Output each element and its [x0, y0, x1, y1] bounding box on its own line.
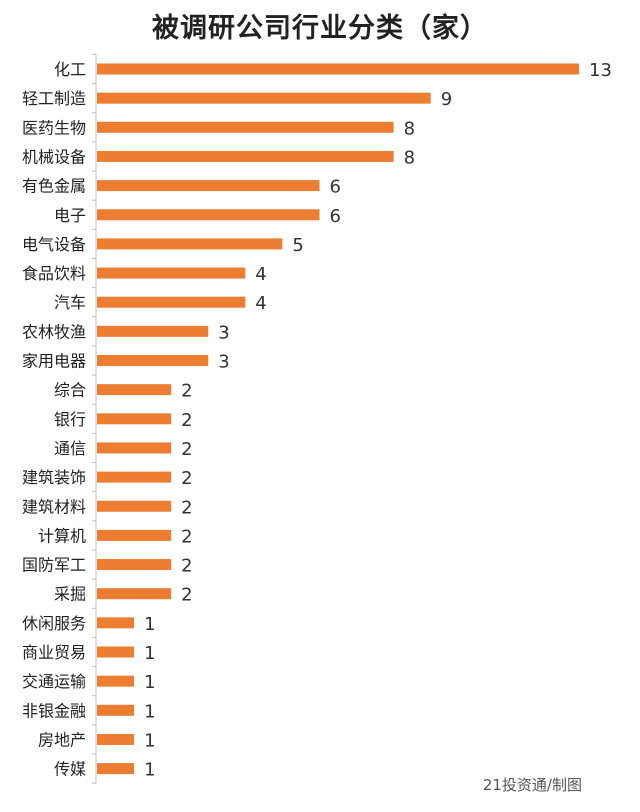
category-label: 计算机: [38, 526, 86, 545]
category-label: 化工: [54, 60, 86, 79]
category-label: 休闲服务: [22, 614, 86, 633]
category-label: 轻工制造: [22, 89, 86, 108]
category-label: 医药生物: [22, 118, 86, 137]
value-label: 8: [404, 147, 415, 168]
category-label: 电子: [54, 206, 86, 225]
value-label: 6: [329, 177, 340, 198]
bar: [97, 92, 431, 104]
value-label: 1: [144, 614, 155, 635]
bar: [97, 617, 135, 629]
bar: [97, 646, 135, 658]
bar: [97, 267, 246, 279]
bar: [97, 500, 172, 512]
value-label: 4: [255, 264, 266, 285]
value-label: 3: [218, 322, 229, 343]
value-label: 2: [181, 556, 192, 577]
category-label: 商业贸易: [22, 643, 86, 662]
category-label: 银行: [54, 410, 86, 429]
bar: [97, 413, 172, 425]
category-label: 建筑装饰: [22, 468, 86, 487]
bar: [97, 150, 394, 162]
bar: [97, 238, 283, 250]
value-label: 2: [181, 410, 192, 431]
bar: [97, 63, 579, 75]
bar: [97, 442, 172, 454]
bar: [97, 121, 394, 133]
bar: [97, 588, 172, 600]
category-label: 采掘: [54, 585, 86, 604]
value-label: 1: [144, 701, 155, 722]
bar: [97, 296, 246, 308]
value-label: 1: [144, 672, 155, 693]
value-label: 2: [181, 585, 192, 606]
bar: [97, 704, 135, 716]
category-label: 房地产: [38, 730, 86, 749]
category-label: 传媒: [54, 760, 86, 779]
value-label: 2: [181, 497, 192, 518]
category-label: 通信: [54, 439, 86, 458]
value-label: 6: [329, 206, 340, 227]
category-label: 电气设备: [22, 235, 86, 254]
credit-label: 21投资通/制图: [482, 776, 582, 794]
bar: [97, 209, 320, 221]
value-label: 5: [292, 235, 303, 256]
category-label: 农林牧渔: [22, 322, 86, 341]
value-label: 13: [589, 60, 612, 81]
value-label: 4: [255, 293, 266, 314]
value-label: 1: [144, 760, 155, 781]
category-label: 国防军工: [22, 556, 86, 575]
category-label: 非银金融: [22, 701, 86, 720]
value-label: 2: [181, 526, 192, 547]
bar: [97, 675, 135, 687]
value-label: 8: [404, 118, 415, 139]
bar: [97, 355, 209, 366]
category-label: 食品饮料: [22, 264, 86, 283]
category-label: 机械设备: [22, 147, 86, 166]
category-label: 汽车: [54, 293, 86, 312]
bar: [97, 559, 172, 571]
category-label: 有色金属: [22, 177, 86, 196]
value-label: 9: [441, 89, 452, 110]
value-label: 2: [181, 439, 192, 460]
category-label: 综合: [54, 381, 86, 400]
bar: [97, 529, 172, 541]
bar: [97, 325, 209, 337]
category-label: 家用电器: [22, 352, 86, 371]
bar: [97, 180, 320, 192]
value-label: 1: [144, 643, 155, 664]
value-label: 2: [181, 381, 192, 402]
bar: [97, 763, 135, 775]
category-label: 建筑材料: [22, 497, 86, 516]
value-label: 2: [181, 468, 192, 489]
bar: [97, 471, 172, 483]
value-label: 3: [218, 352, 229, 373]
chart-title: 被调研公司行业分类（家）: [152, 13, 488, 44]
bar: [97, 384, 172, 396]
category-label: 交通运输: [22, 672, 86, 691]
value-label: 1: [144, 730, 155, 751]
bar: [97, 733, 135, 745]
